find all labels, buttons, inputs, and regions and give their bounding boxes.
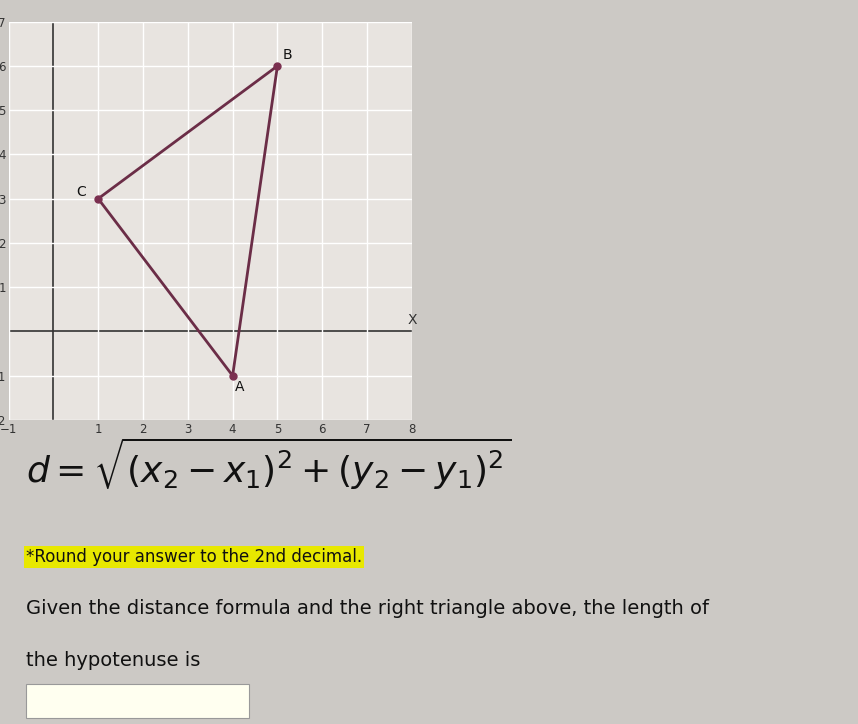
Text: the hypotenuse is: the hypotenuse is [26,651,200,670]
Text: C: C [76,185,86,200]
Text: A: A [235,380,245,394]
Text: X: X [408,313,417,327]
Text: *Round your answer to the 2nd decimal.: *Round your answer to the 2nd decimal. [26,547,362,565]
Text: $d = \sqrt{(x_2 - x_1)^2 + (y_2 - y_1)^2}$: $d = \sqrt{(x_2 - x_1)^2 + (y_2 - y_1)^2… [26,435,511,492]
Text: B: B [283,49,293,62]
FancyBboxPatch shape [26,684,249,718]
Text: Given the distance formula and the right triangle above, the length of: Given the distance formula and the right… [26,599,709,618]
